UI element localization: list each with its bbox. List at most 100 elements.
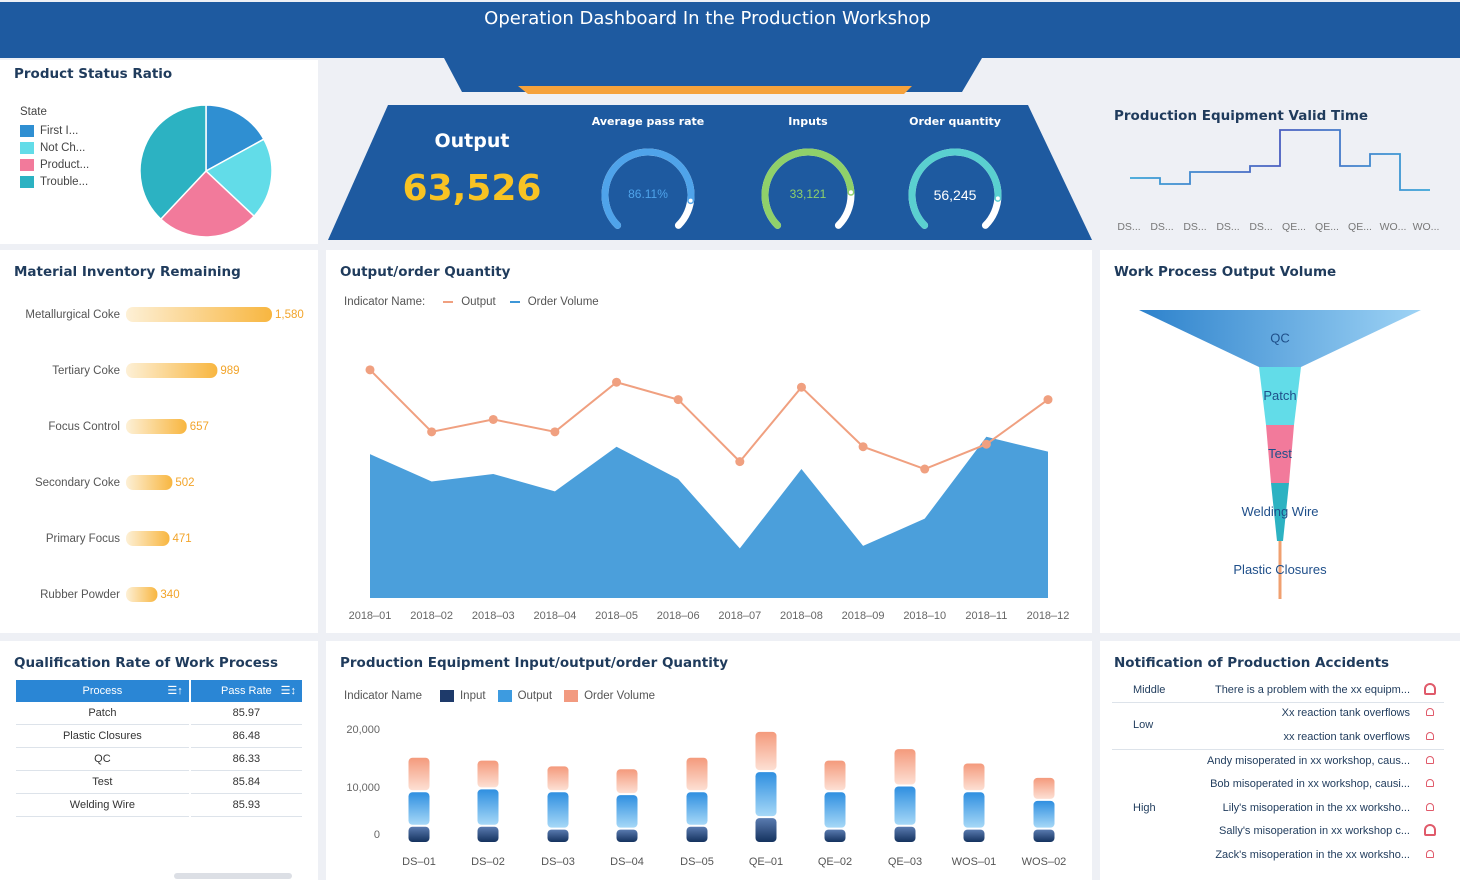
equipment-valid-title: Production Equipment Valid Time [1114,108,1369,124]
funnel-label: Plastic Closures [1233,562,1327,577]
bar-label: Secondary Coke [35,477,120,489]
bell-icon[interactable] [1424,683,1436,695]
legend-swatch [20,176,34,188]
gauge-value: 33,121 [789,187,827,201]
accident-row[interactable]: Xx reaction tank overflows [1180,703,1444,725]
inventory-bar [126,363,218,378]
col-process[interactable]: Process ☰↑ [16,680,189,702]
x-tick-label: 2018–03 [472,610,515,622]
output-bar [547,792,569,828]
legend-swatch [20,125,34,137]
bell-icon[interactable] [1426,803,1434,811]
accident-text: Bob misoperated in xx workshop, causi... [1210,778,1410,790]
cell-process: QC [16,748,189,771]
x-tick-label: DS... [1183,221,1206,233]
accident-row[interactable]: Bob misoperated in xx workshop, causi... [1180,774,1444,796]
x-tick-label: 2018–02 [410,610,453,622]
severity-level: Middle [1133,684,1166,696]
table-row[interactable]: Plastic Closures 86.48 [16,725,302,748]
equipment-io-chart: 20,000 10,000 0 DS–01 DS–02 DS–03 DS–04 DS–05 QE… [346,724,1067,868]
bell-icon[interactable] [1426,779,1434,787]
col-pass-rate[interactable]: Pass Rate ☰↕ [190,680,302,702]
accidents-panel: Notification of Production Accidents [1100,641,1460,880]
legend-order-label: Order Volume [527,296,599,308]
legend-label: Product... [40,159,90,171]
funnel-segment [1271,483,1289,541]
sort-icon[interactable]: ☰↕ [280,685,296,697]
cell-pass-rate: 85.84 [190,771,302,794]
work-process-title: Work Process Output Volume [1114,264,1337,280]
x-tick-label: 2018–10 [903,610,946,622]
table-row[interactable]: QC 86.33 [16,748,302,771]
x-tick-label: 2018–11 [965,610,1007,622]
output-line [369,369,1049,471]
legend-ordervol-swatch [564,690,579,702]
y-tick-label: 20,000 [346,724,380,736]
table-scrollbar[interactable] [174,873,292,879]
bar-value: 502 [175,477,194,489]
output-order-title: Output/order Quantity [340,264,511,280]
bell-icon[interactable] [1426,756,1434,764]
sort-icon[interactable]: ☰↑ [167,685,183,697]
order-volume-bar [686,757,708,791]
accident-row[interactable]: There is a problem with the xx equipm... [1180,680,1444,702]
gauge-ring [761,148,855,229]
legend-input-swatch [439,690,454,702]
input-bar [616,829,638,842]
order-volume-bar [616,769,638,794]
output-point [365,365,375,375]
table-row[interactable]: Test 85.84 [16,771,302,794]
dashboard-title: Operation Dashboard In the Production Wo… [484,8,931,29]
accident-row[interactable]: Andy misoperated in xx workshop, caus... [1180,751,1444,773]
funnel-segment [1139,310,1421,367]
output-order-panel: Output/order Quantity Indicator Name: Ou… [326,250,1092,633]
bar-value: 1,580 [275,309,304,321]
funnel-label: Patch [1263,388,1296,403]
accident-row[interactable]: xx reaction tank overflows [1180,727,1444,749]
output-bar [477,789,499,825]
table-row[interactable]: Welding Wire 85.93 [16,794,302,817]
bell-icon[interactable] [1426,708,1434,716]
bell-icon[interactable] [1424,824,1436,836]
bell-icon[interactable] [1426,732,1434,740]
x-tick-label: WOS–02 [1022,856,1067,868]
input-bar [755,818,777,842]
pie-slice [204,138,273,218]
x-tick-label: 2018–12 [1027,610,1070,622]
legend-item[interactable]: First I... [20,125,78,137]
output-bar [408,792,430,825]
bar-value: 471 [173,533,192,545]
legend-output-label: Output [461,296,496,308]
legend-item[interactable]: Trouble... [20,176,88,188]
legend-item[interactable]: Product... [20,159,89,171]
accident-row[interactable]: Sally's misoperation in xx workshop c... [1180,821,1444,843]
qualification-table: Process ☰↑ Pass Rate ☰↕ Patch 85.97 Plastic … [14,680,304,817]
table-row[interactable]: Patch 85.97 [16,702,302,725]
input-bar [894,826,916,842]
legend-item[interactable]: Not Ch... [20,142,85,154]
output-order-legend: Indicator Name: Output Order Volume [344,296,599,308]
gauge-value: 56,245 [933,187,977,203]
status-ratio-title: Product Status Ratio [14,66,173,82]
bell-icon[interactable] [1426,850,1434,858]
accident-row[interactable]: Lily's misoperation in the xx worksho... [1180,798,1444,820]
accident-row[interactable]: Zack's misoperation in the xx worksho... [1180,845,1444,867]
gauge-fill [761,148,855,229]
equipment-valid-step-chart: DS... DS... DS... DS... DS... QE... QE... QE...… [1117,129,1439,233]
inventory-bar [126,419,187,434]
pie-slice [159,169,256,238]
cell-pass-rate: 86.48 [190,725,302,748]
output-label: Output [434,130,510,152]
equipment-io-legend: Indicator Name Input Output Order Volume [344,690,655,702]
x-tick-label: QE... [1348,221,1372,233]
legend-order-swatch [509,301,520,303]
output-point [1043,395,1053,405]
input-bar [963,829,985,842]
output-point [858,442,868,452]
work-process-panel: Work Process Output Volume QC Patch Test We… [1100,250,1460,633]
order-volume-bar [755,731,777,771]
gauge-label: Inputs [788,115,828,128]
pie-slice [139,104,207,221]
x-tick-label: 2018–06 [657,610,700,622]
group-divider [1112,749,1444,750]
